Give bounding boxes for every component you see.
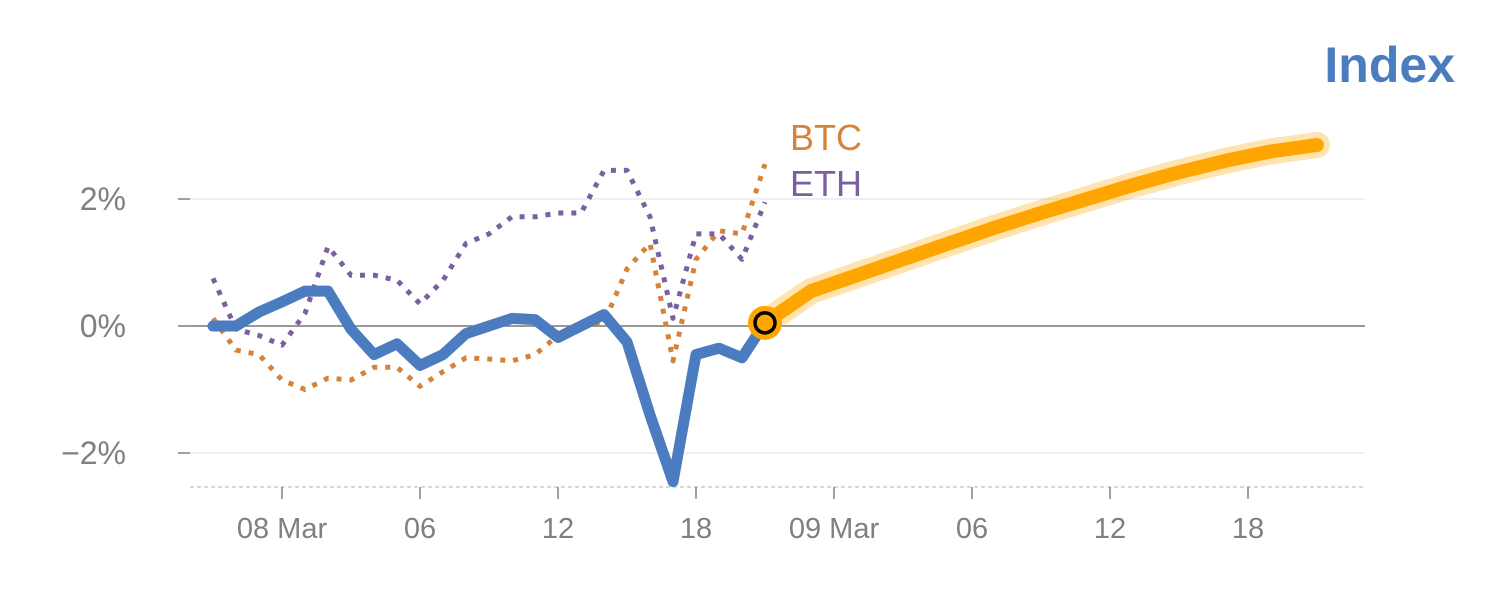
series-line-eth [210,167,768,348]
marker-layer [748,305,782,340]
x-tick-label-3: 18 [680,513,712,545]
x-tick-label-5: 06 [956,513,988,545]
y-tick-label-2: −2% [61,435,126,471]
y-tick-label-1: 0% [80,308,126,344]
current-marker [753,311,777,335]
x-tick-label-1: 06 [404,513,436,545]
series-line-index [207,285,771,488]
legend-label-eth: ETH [790,163,862,204]
legend-label-btc: BTC [790,117,862,158]
series-line-forecast [758,138,1324,330]
x-tick-label-6: 12 [1094,513,1126,545]
series-layer [207,132,1330,488]
current-marker-halo [748,305,782,340]
x-tick-label-2: 12 [542,513,574,545]
axis-layer: 2% 0% −2% 08 Mar 06 12 18 09 Mar 06 12 18 [61,181,1365,545]
legend: BTC ETH [790,117,862,204]
x-tick-label-0: 08 Mar [237,513,328,545]
chart-title: Index [1324,37,1455,93]
x-tick-label-7: 18 [1232,513,1264,545]
y-tick-label-0: 2% [80,181,126,217]
x-tick-label-4: 09 Mar [789,513,880,545]
series-line-btc [210,163,768,392]
